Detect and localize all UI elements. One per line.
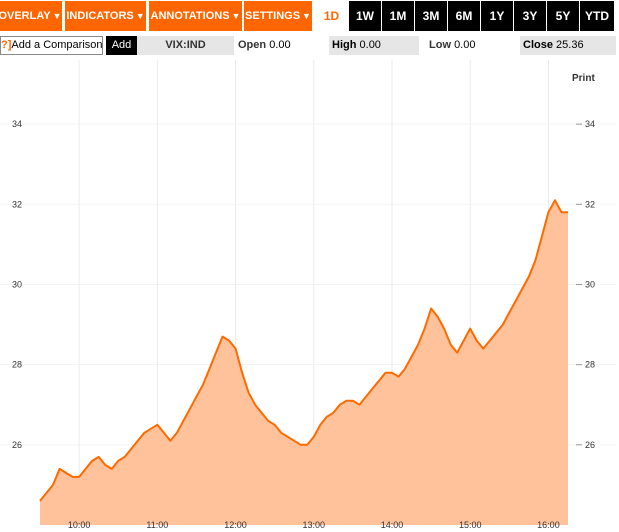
chevron-down-icon: ▼ <box>135 11 145 21</box>
close-value: 25.36 <box>556 39 584 51</box>
settings-menu-button[interactable]: SETTINGS ▼ <box>244 1 312 31</box>
y-tick-label-left: 28 <box>12 360 22 370</box>
x-tick-label: 16:00 <box>537 520 560 530</box>
y-tick-label-left: 30 <box>12 279 22 289</box>
range-1y-tab[interactable]: 1Y <box>481 1 513 31</box>
x-tick-label: 11:00 <box>146 520 168 530</box>
annotations-menu-label: ANNOTATIONS <box>150 10 230 22</box>
low-stat: Low 0.00 <box>429 36 475 55</box>
x-tick-label: 13:00 <box>303 520 326 530</box>
y-tick-label-left: 26 <box>12 440 22 450</box>
x-tick-label: 10:00 <box>68 520 91 530</box>
y-tick-label-left: 34 <box>12 119 22 129</box>
high-stat: High 0.00 <box>329 36 419 55</box>
close-label: Close <box>523 39 553 51</box>
range-5y-tab[interactable]: 5Y <box>547 1 579 31</box>
chevron-down-icon: ▼ <box>231 11 241 21</box>
chevron-down-icon: ▼ <box>302 11 311 21</box>
high-label: High <box>332 39 357 51</box>
range-1w-tab[interactable]: 1W <box>349 1 381 31</box>
x-tick-label: 12:00 <box>224 520 247 530</box>
open-stat: Open 0.00 <box>238 36 291 55</box>
comparison-placeholder: Add a Comparison <box>11 39 103 51</box>
open-value: 0.00 <box>269 39 291 51</box>
comparison-input[interactable]: ?]Add a Comparison <box>0 36 103 55</box>
open-label: Open <box>238 39 267 51</box>
x-tick-label: 15:00 <box>459 520 482 530</box>
low-value: 0.00 <box>454 39 476 51</box>
quote-bar: ?]Add a Comparison Add VIX:IND Open 0.00… <box>0 32 619 60</box>
price-line <box>39 199 568 502</box>
range-3m-tab[interactable]: 3M <box>415 1 447 31</box>
price-chart[interactable]: 26 26 28 28 30 30 32 32 34 34 10:00 11:00 12:00 13:00… <box>0 60 619 532</box>
ticker-symbol: VIX:IND <box>137 36 234 55</box>
y-tick-label-right: 32 <box>585 199 595 209</box>
y-tick-label-right: 30 <box>585 279 595 289</box>
y-tick-label-right: 34 <box>585 119 595 129</box>
add-comparison-button[interactable]: Add <box>106 36 137 55</box>
range-3y-tab[interactable]: 3Y <box>514 1 546 31</box>
high-value: 0.00 <box>359 39 381 51</box>
print-link[interactable]: Print <box>572 73 595 84</box>
help-icon[interactable]: ?] <box>1 39 12 51</box>
chevron-down-icon: ▼ <box>52 11 62 21</box>
annotations-menu-button[interactable]: ANNOTATIONS ▼ <box>149 1 242 31</box>
range-1m-tab[interactable]: 1M <box>382 1 414 31</box>
x-tick-label: 14:00 <box>381 520 404 530</box>
price-area-fill <box>40 200 568 526</box>
range-ytd-tab[interactable]: YTD <box>580 1 614 31</box>
range-1d-tab[interactable]: 1D <box>323 9 340 23</box>
axis-labels: 26 26 28 28 30 30 32 32 34 34 10:00 11:00 12:00 13:00… <box>12 119 595 530</box>
indicators-menu-button[interactable]: INDICATORS ▼ <box>65 1 146 31</box>
overlay-menu-button[interactable]: OVERLAY ▼ <box>0 1 62 31</box>
indicators-menu-label: INDICATORS <box>66 10 134 22</box>
settings-menu-label: SETTINGS <box>245 10 301 22</box>
low-label: Low <box>429 39 451 51</box>
y-tick-label-right: 28 <box>585 360 595 370</box>
range-6m-tab[interactable]: 6M <box>448 1 480 31</box>
y-tick-label-right: 26 <box>585 440 595 450</box>
overlay-menu-label: OVERLAY <box>0 10 51 22</box>
chart-toolbar: OVERLAY ▼ INDICATORS ▼ ANNOTATIONS ▼ SETTIN… <box>0 0 619 32</box>
close-stat: Close 25.36 <box>520 36 616 55</box>
y-tick-label-left: 32 <box>12 199 22 209</box>
